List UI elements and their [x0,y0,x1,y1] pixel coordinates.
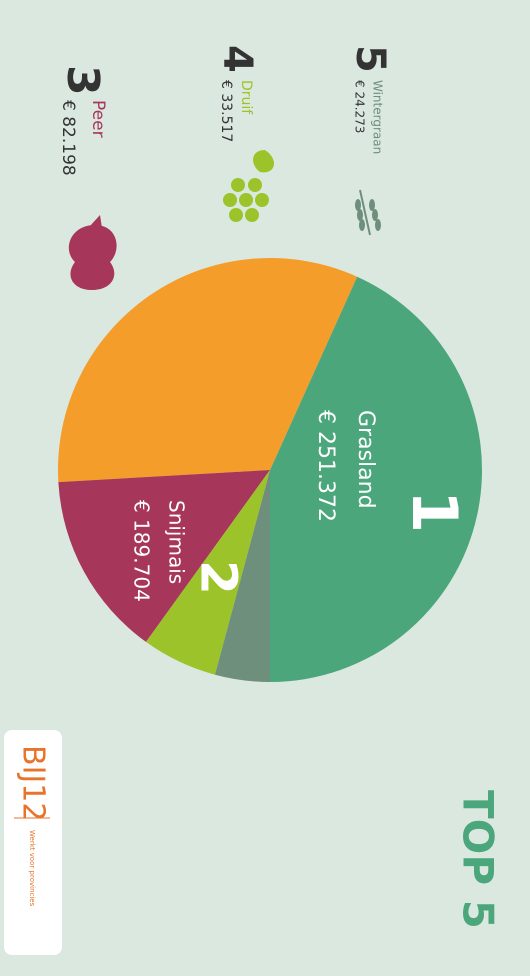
category-label: Wintergraan [371,80,385,154]
pie-slice [214,470,270,682]
value-label: € 33.517 [218,80,234,142]
logo-box [4,730,62,955]
logo-name: BIJ12 [16,745,51,821]
value-label: € 189.704 [130,500,154,602]
value-label: € 24.273 [353,80,367,133]
category-label: Snijmais [165,500,189,584]
rank: 2 [190,560,248,595]
rotated-content: TOP 5 BIJ12 Werkt voor provincies 1 Grasl… [4,45,503,970]
wheat-icon [355,189,381,236]
rank: 4 [214,45,260,73]
category-label: Peer [88,100,108,138]
value-label: € 82.198 [58,100,78,176]
pie-slice [270,276,482,682]
subtitle-box [352,790,442,970]
pear-icon [68,215,117,290]
pie-slice [145,470,270,675]
category-label: Druif [238,80,254,115]
grapes-icon [223,150,274,222]
title: TOP 5 [454,790,503,929]
category-label: Grasland [353,410,378,509]
value-label: € 251.372 [313,410,338,522]
logo-tagline: Werkt voor provincies [28,830,36,907]
pie-slice [58,470,270,642]
pie-slice [57,258,358,483]
rank: 3 [57,65,108,96]
rank: 1 [398,490,471,533]
rank: 5 [347,45,393,73]
